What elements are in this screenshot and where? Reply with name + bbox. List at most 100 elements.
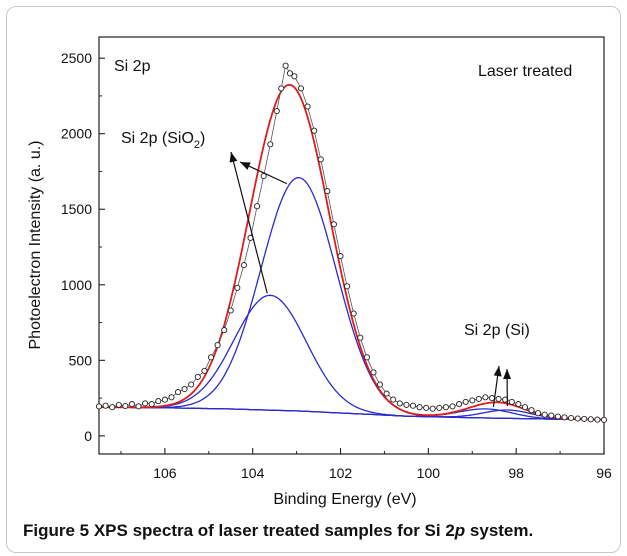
measured-point [311, 127, 318, 134]
measured-point [568, 414, 575, 422]
measured-point [254, 203, 261, 210]
measured-point [161, 396, 168, 403]
y-tick-label: 2500 [61, 50, 92, 66]
measured-point [207, 354, 215, 361]
measured-point [109, 404, 116, 411]
measured-point [304, 103, 311, 110]
fit-layer [99, 83, 605, 421]
figure-caption: Figure 5 XPS spectra of laser treated sa… [23, 521, 620, 541]
measured-point [416, 404, 423, 411]
measured-point [449, 403, 456, 410]
sio2-label-end: ) [200, 130, 205, 147]
measured-point [475, 395, 482, 402]
x-tick-label: 104 [241, 465, 265, 481]
measured-point [282, 62, 289, 69]
measured-point [581, 415, 588, 422]
measured-points-layer [95, 62, 608, 423]
measured-point [115, 401, 122, 408]
measured-point [330, 221, 337, 228]
measured-point [462, 398, 469, 405]
measured-point [363, 354, 370, 361]
measured-point [278, 85, 285, 92]
caption-text-before: XPS spectra of laser treated samples for… [89, 521, 455, 540]
x-tick-label: 100 [417, 465, 441, 481]
y-tick-label: 1000 [61, 277, 92, 293]
si-arrow-b-head [503, 369, 512, 380]
measured-point [528, 407, 535, 414]
caption-figure-label: Figure 5 [23, 521, 90, 540]
x-tick-label: 102 [329, 465, 353, 481]
measured-point [194, 373, 201, 380]
sio2-label: Si 2p (SiO2) [121, 130, 205, 151]
peak-sio2-b [99, 176, 605, 421]
x-tick-label: 106 [153, 465, 177, 481]
measured-point [423, 404, 430, 411]
measured-point [128, 401, 135, 408]
sio2-label-main: Si 2p (SiO [121, 130, 194, 147]
measured-point [122, 402, 129, 410]
measured-point [324, 188, 331, 195]
measured-point [267, 141, 274, 148]
measured-point [370, 369, 377, 376]
x-axis-ticks: 106 104 102 100 98 96 [120, 448, 612, 481]
measured-point [350, 310, 357, 317]
measured-point [168, 394, 175, 401]
y-axis-label: Photoelectron Intensity (a. u.) [27, 141, 44, 350]
measured-point [135, 403, 142, 410]
measured-point [155, 398, 162, 405]
measured-point [227, 307, 234, 314]
measured-point [376, 381, 384, 388]
measured-point [148, 401, 155, 408]
element-label: Si 2p [114, 58, 151, 75]
measured-point [291, 73, 298, 80]
measured-point [234, 284, 241, 291]
xps-chart: 106 104 102 100 98 96 0 500 1000 1500 2000 2500 Ph… [27, 36, 612, 508]
measured-point [594, 416, 601, 423]
measured-point [548, 412, 555, 419]
measured-point [456, 401, 463, 408]
measured-point [188, 381, 195, 388]
measured-point [482, 394, 489, 401]
annotation-arrows [229, 151, 512, 407]
measured-point [508, 398, 515, 405]
measured-point [337, 253, 344, 260]
measured-point [429, 405, 436, 412]
caption-text-after: system. [465, 521, 534, 540]
measured-point [181, 385, 188, 393]
measured-point [469, 397, 476, 404]
measured-point [174, 389, 182, 396]
si-label: Si 2p (Si) [464, 322, 530, 339]
measured-point [535, 410, 542, 417]
plot-area [98, 36, 605, 455]
measured-point [142, 400, 149, 407]
y-tick-label: 500 [69, 352, 93, 368]
y-tick-label: 1500 [61, 201, 92, 217]
peak-si-b [99, 406, 604, 421]
measured-point [273, 107, 280, 115]
measured-point [95, 403, 103, 410]
measured-point [436, 404, 443, 411]
measured-point [515, 401, 522, 408]
measured-point [403, 401, 410, 408]
measured-point [240, 262, 247, 269]
measured-point [442, 404, 449, 411]
measured-point [554, 413, 561, 420]
sio2-label-subscript: 2 [194, 139, 200, 151]
measured-point [357, 334, 364, 341]
measured-point [383, 390, 390, 397]
measured-point [587, 416, 594, 423]
x-axis-label: Binding Energy (eV) [273, 491, 416, 508]
sio2-arrow-a-head [229, 152, 238, 163]
measured-point [574, 415, 581, 422]
measured-point [495, 395, 502, 402]
measured-point [344, 283, 351, 290]
figure-frame: 106 104 102 100 98 96 0 500 1000 1500 2000 2500 Ph… [6, 6, 621, 553]
y-axis-ticks: 0 500 1000 1500 2000 2500 [61, 50, 105, 444]
measured-point [214, 342, 221, 349]
envelope-fit-line [99, 83, 604, 421]
measured-point [600, 416, 608, 423]
measured-point [297, 85, 305, 92]
measured-point [541, 411, 548, 418]
x-tick-label: 98 [508, 465, 524, 481]
treatment-label: Laser treated [478, 63, 572, 80]
